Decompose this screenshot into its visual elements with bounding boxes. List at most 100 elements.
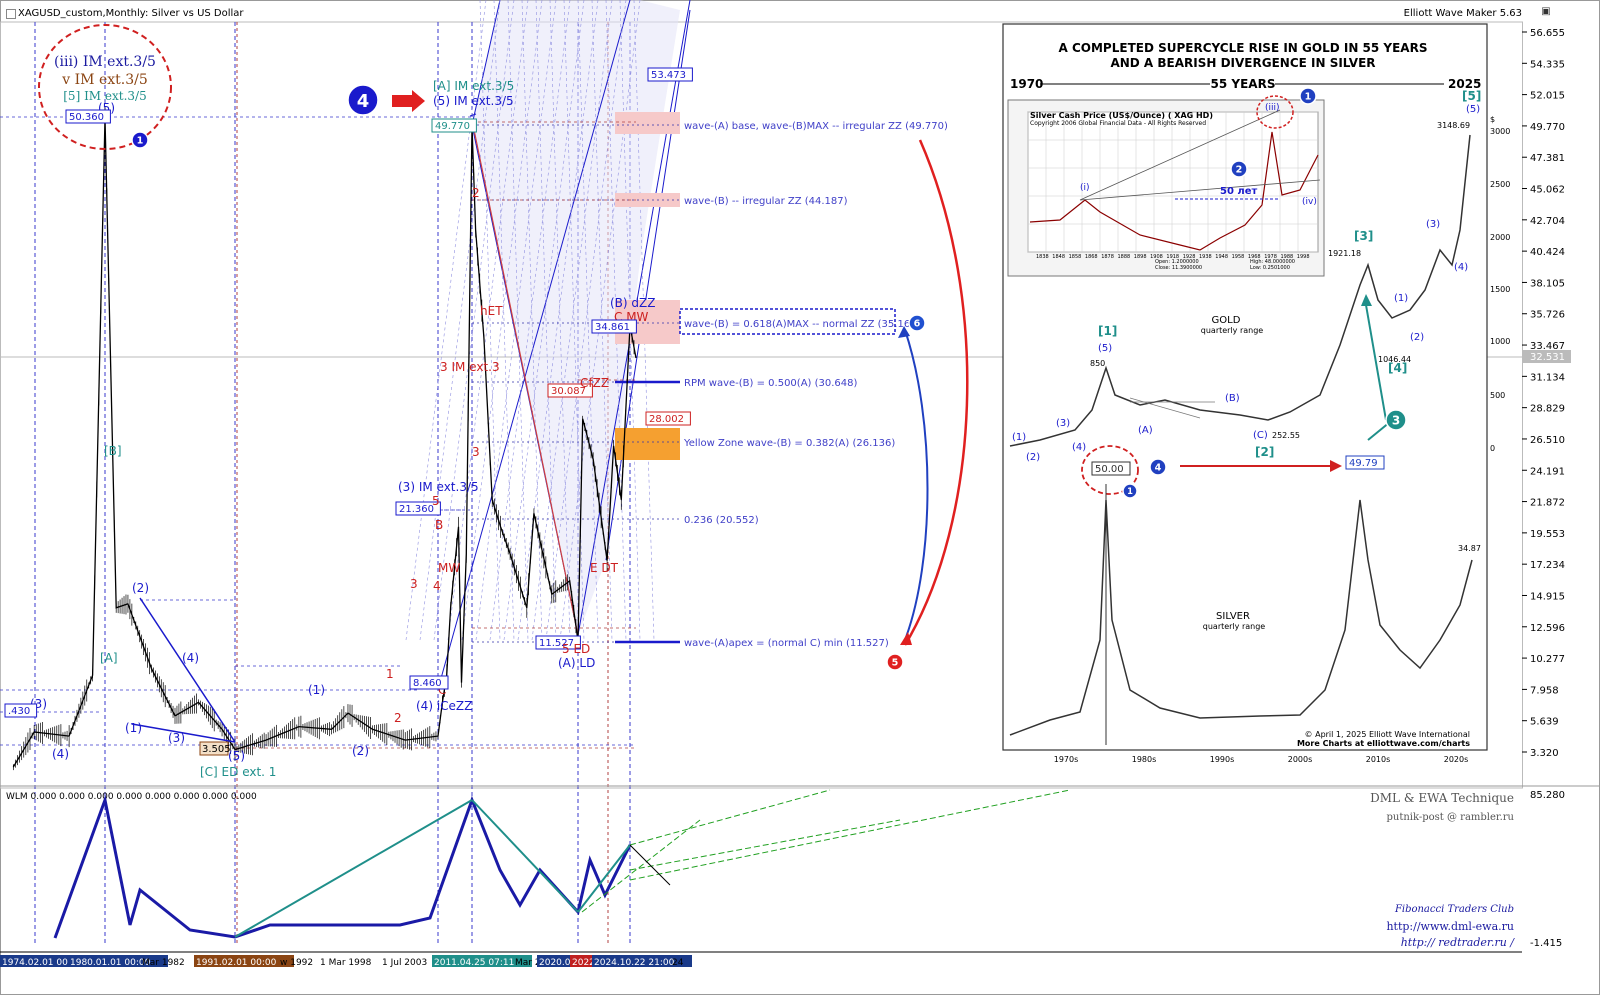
time-axis-label: 2022 bbox=[572, 958, 595, 968]
wave-label: (5) IM ext.3/5 bbox=[433, 94, 514, 108]
gold-value: 3148.69 bbox=[1437, 121, 1470, 130]
price-box-label: 34.861 bbox=[595, 322, 630, 333]
channel-grid-line bbox=[577, 0, 599, 641]
gold-wave-label: (2) bbox=[1026, 452, 1040, 463]
marker-4: 4 bbox=[357, 91, 370, 112]
inset-sub-copyright: Copyright 2006 Global Financial Data - A… bbox=[1030, 120, 1206, 127]
inset-marker-3: 3 bbox=[1392, 414, 1400, 428]
gold-wave-label: (A) bbox=[1138, 425, 1153, 436]
decade-label: 1990s bbox=[1210, 755, 1235, 764]
inset-footer-2: More Charts at elliottwave.com/charts bbox=[1297, 739, 1470, 748]
fib-level-label: wave-(A) base, wave-(B)MAX -- irregular … bbox=[684, 121, 948, 132]
chart-menu-icon[interactable] bbox=[6, 9, 16, 19]
wlm-trend-2 bbox=[471, 799, 579, 913]
price-axis-label: 54.335 bbox=[1530, 59, 1565, 70]
wave-label: (2) bbox=[132, 581, 149, 595]
wave-label: E DT bbox=[590, 561, 619, 575]
price-box-label-box bbox=[4, 703, 38, 718]
pitchfork-channel-fill bbox=[472, 0, 680, 635]
inset-marker-1-circle bbox=[1299, 87, 1317, 105]
yellow-zone bbox=[615, 428, 680, 460]
wave-label: 3 bbox=[472, 445, 480, 459]
circle-line-2: v IM ext.3/5 bbox=[61, 72, 147, 88]
inset-title-1: A COMPLETED SUPERCYCLE RISE IN GOLD IN 5… bbox=[1059, 41, 1428, 55]
fib-level-label: wave-(B) = 0.618(A)MAX -- normal ZZ (35.… bbox=[684, 319, 921, 330]
inset-title-2: AND A BEARISH DIVERGENCE IN SILVER bbox=[1110, 56, 1375, 70]
inset-axis-label: 2500 bbox=[1490, 180, 1510, 189]
wlm-indicator-line bbox=[53, 794, 632, 939]
price-box-label-box bbox=[535, 635, 581, 650]
price-box-label: 53.473 bbox=[651, 70, 686, 81]
sub-year-tick: 1838 bbox=[1036, 254, 1049, 260]
time-axis-label: Mar 2 bbox=[515, 958, 541, 968]
price-axis-label: 17.234 bbox=[1530, 560, 1565, 571]
sub-year-tick: 1928 bbox=[1183, 254, 1196, 260]
time-axis-label: 2011.04.25 07:11 bbox=[434, 958, 514, 968]
wave-label: C bbox=[438, 683, 446, 697]
inset-year-start: 1970 bbox=[1010, 77, 1043, 91]
gold-wave-label: (4) bbox=[1072, 442, 1086, 453]
app-name: Elliott Wave Maker 5.63 bbox=[1403, 8, 1522, 19]
wlm-projection bbox=[581, 819, 701, 913]
silver-value-50-box bbox=[1091, 461, 1131, 476]
price-axis-label: 33.467 bbox=[1530, 341, 1565, 352]
silver-value-3487: 34.87 bbox=[1458, 544, 1481, 553]
fib-level-label: Yellow Zone wave-(B) = 0.382(A) (26.136) bbox=[683, 438, 895, 449]
price-axis-label: 52.015 bbox=[1530, 91, 1565, 102]
triangle-line-b bbox=[131, 723, 236, 743]
sub-50-years: 50 лет bbox=[1220, 186, 1258, 197]
time-axis-label: Mar 1982 bbox=[142, 958, 185, 968]
price-box-label-box bbox=[65, 109, 111, 124]
silver-sub: quarterly range bbox=[1203, 622, 1266, 631]
sub-year-tick: 1958 bbox=[1232, 254, 1245, 260]
gold-value: 1921.18 bbox=[1328, 249, 1361, 258]
gold-wave-label: [3] bbox=[1354, 229, 1373, 243]
wlm-header: WLM 0.000 0.000 0.000 0.000 0.000 0.000 … bbox=[6, 792, 257, 802]
price-box-label-box bbox=[395, 501, 441, 516]
wave-label: 3 IM ext.3 bbox=[440, 360, 500, 374]
decade-label: 2000s bbox=[1288, 755, 1313, 764]
circle-line-1: (iii) IM ext.3/5 bbox=[54, 54, 156, 70]
price-box-label: 21.360 bbox=[399, 504, 434, 515]
time-axis-box bbox=[432, 955, 532, 967]
silver-series bbox=[1009, 499, 1473, 736]
marker-1-circle bbox=[131, 131, 149, 149]
sub-year-tick: 1908 bbox=[1150, 254, 1163, 260]
price-box-label: 49.770 bbox=[435, 121, 470, 132]
wave-label: 5 ED bbox=[562, 642, 590, 656]
fib-level-label: wave-(A)apex = (normal C) min (11.527) bbox=[684, 638, 889, 649]
sub-year-tick: 1868 bbox=[1085, 254, 1098, 260]
current-price-label: 32.531 bbox=[1530, 352, 1565, 363]
brand-5: http:// redtrader.ru / bbox=[1401, 936, 1516, 949]
price-axis-label: 40.424 bbox=[1530, 247, 1565, 258]
wave-label: (1) bbox=[125, 721, 142, 735]
price-axis-label: 24.191 bbox=[1530, 466, 1565, 477]
gold-wave-label: (B) bbox=[1225, 393, 1240, 404]
price-box-label: .430 bbox=[8, 706, 30, 717]
wave-c-trend-line bbox=[471, 119, 579, 636]
time-axis-box bbox=[0, 955, 82, 967]
wlm-projection bbox=[629, 789, 831, 846]
time-axis-label: 1974.02.01 00 bbox=[2, 958, 68, 968]
gold-value: 1046.44 bbox=[1378, 355, 1411, 364]
price-box-label: 8.460 bbox=[413, 678, 442, 689]
wave-label: 2 bbox=[394, 711, 402, 725]
wave-label: [C] ED ext. 1 bbox=[200, 765, 276, 779]
red-arrow-head bbox=[900, 632, 912, 645]
price-box-label-box bbox=[431, 118, 477, 133]
gold-value: 850 bbox=[1090, 359, 1105, 368]
wave-label: 1 bbox=[386, 667, 394, 681]
chart-window-icon[interactable]: ▣ bbox=[1541, 6, 1551, 17]
wave-label: (3) bbox=[168, 731, 185, 745]
wlm-arrow bbox=[629, 844, 671, 886]
fib-level-label: RPM wave-(B) = 0.500(A) (30.648) bbox=[684, 378, 858, 389]
pitchfork-line bbox=[605, 9, 691, 561]
wave-label: (5) bbox=[228, 749, 245, 763]
price-axis-label: 12.596 bbox=[1530, 623, 1565, 634]
marker-5: 5 bbox=[892, 658, 899, 669]
inset-sub-series bbox=[1029, 131, 1319, 251]
wave-label: (1) bbox=[308, 683, 325, 697]
price-box-label-box bbox=[647, 67, 693, 82]
